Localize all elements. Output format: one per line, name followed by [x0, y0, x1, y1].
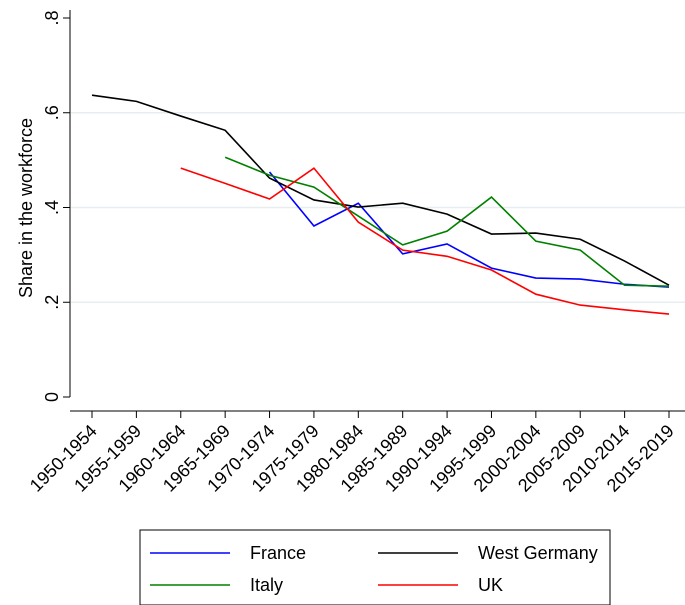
series-line	[180, 167, 670, 315]
y-tick-label: 0	[42, 392, 62, 402]
legend-label: UK	[478, 575, 503, 595]
y-axis-label: Share in the workforce	[16, 118, 36, 298]
legend-label: Italy	[250, 575, 283, 595]
legend-label: France	[250, 543, 306, 563]
series-line	[224, 156, 670, 287]
series-line	[91, 94, 670, 286]
series-line	[268, 171, 670, 288]
legend-label: West Germany	[478, 543, 598, 563]
y-tick-label: .4	[42, 200, 62, 215]
y-tick-label: .6	[42, 105, 62, 120]
y-tick-label: .2	[42, 295, 62, 310]
legend-box	[139, 529, 611, 605]
y-tick-label: .8	[42, 10, 62, 25]
